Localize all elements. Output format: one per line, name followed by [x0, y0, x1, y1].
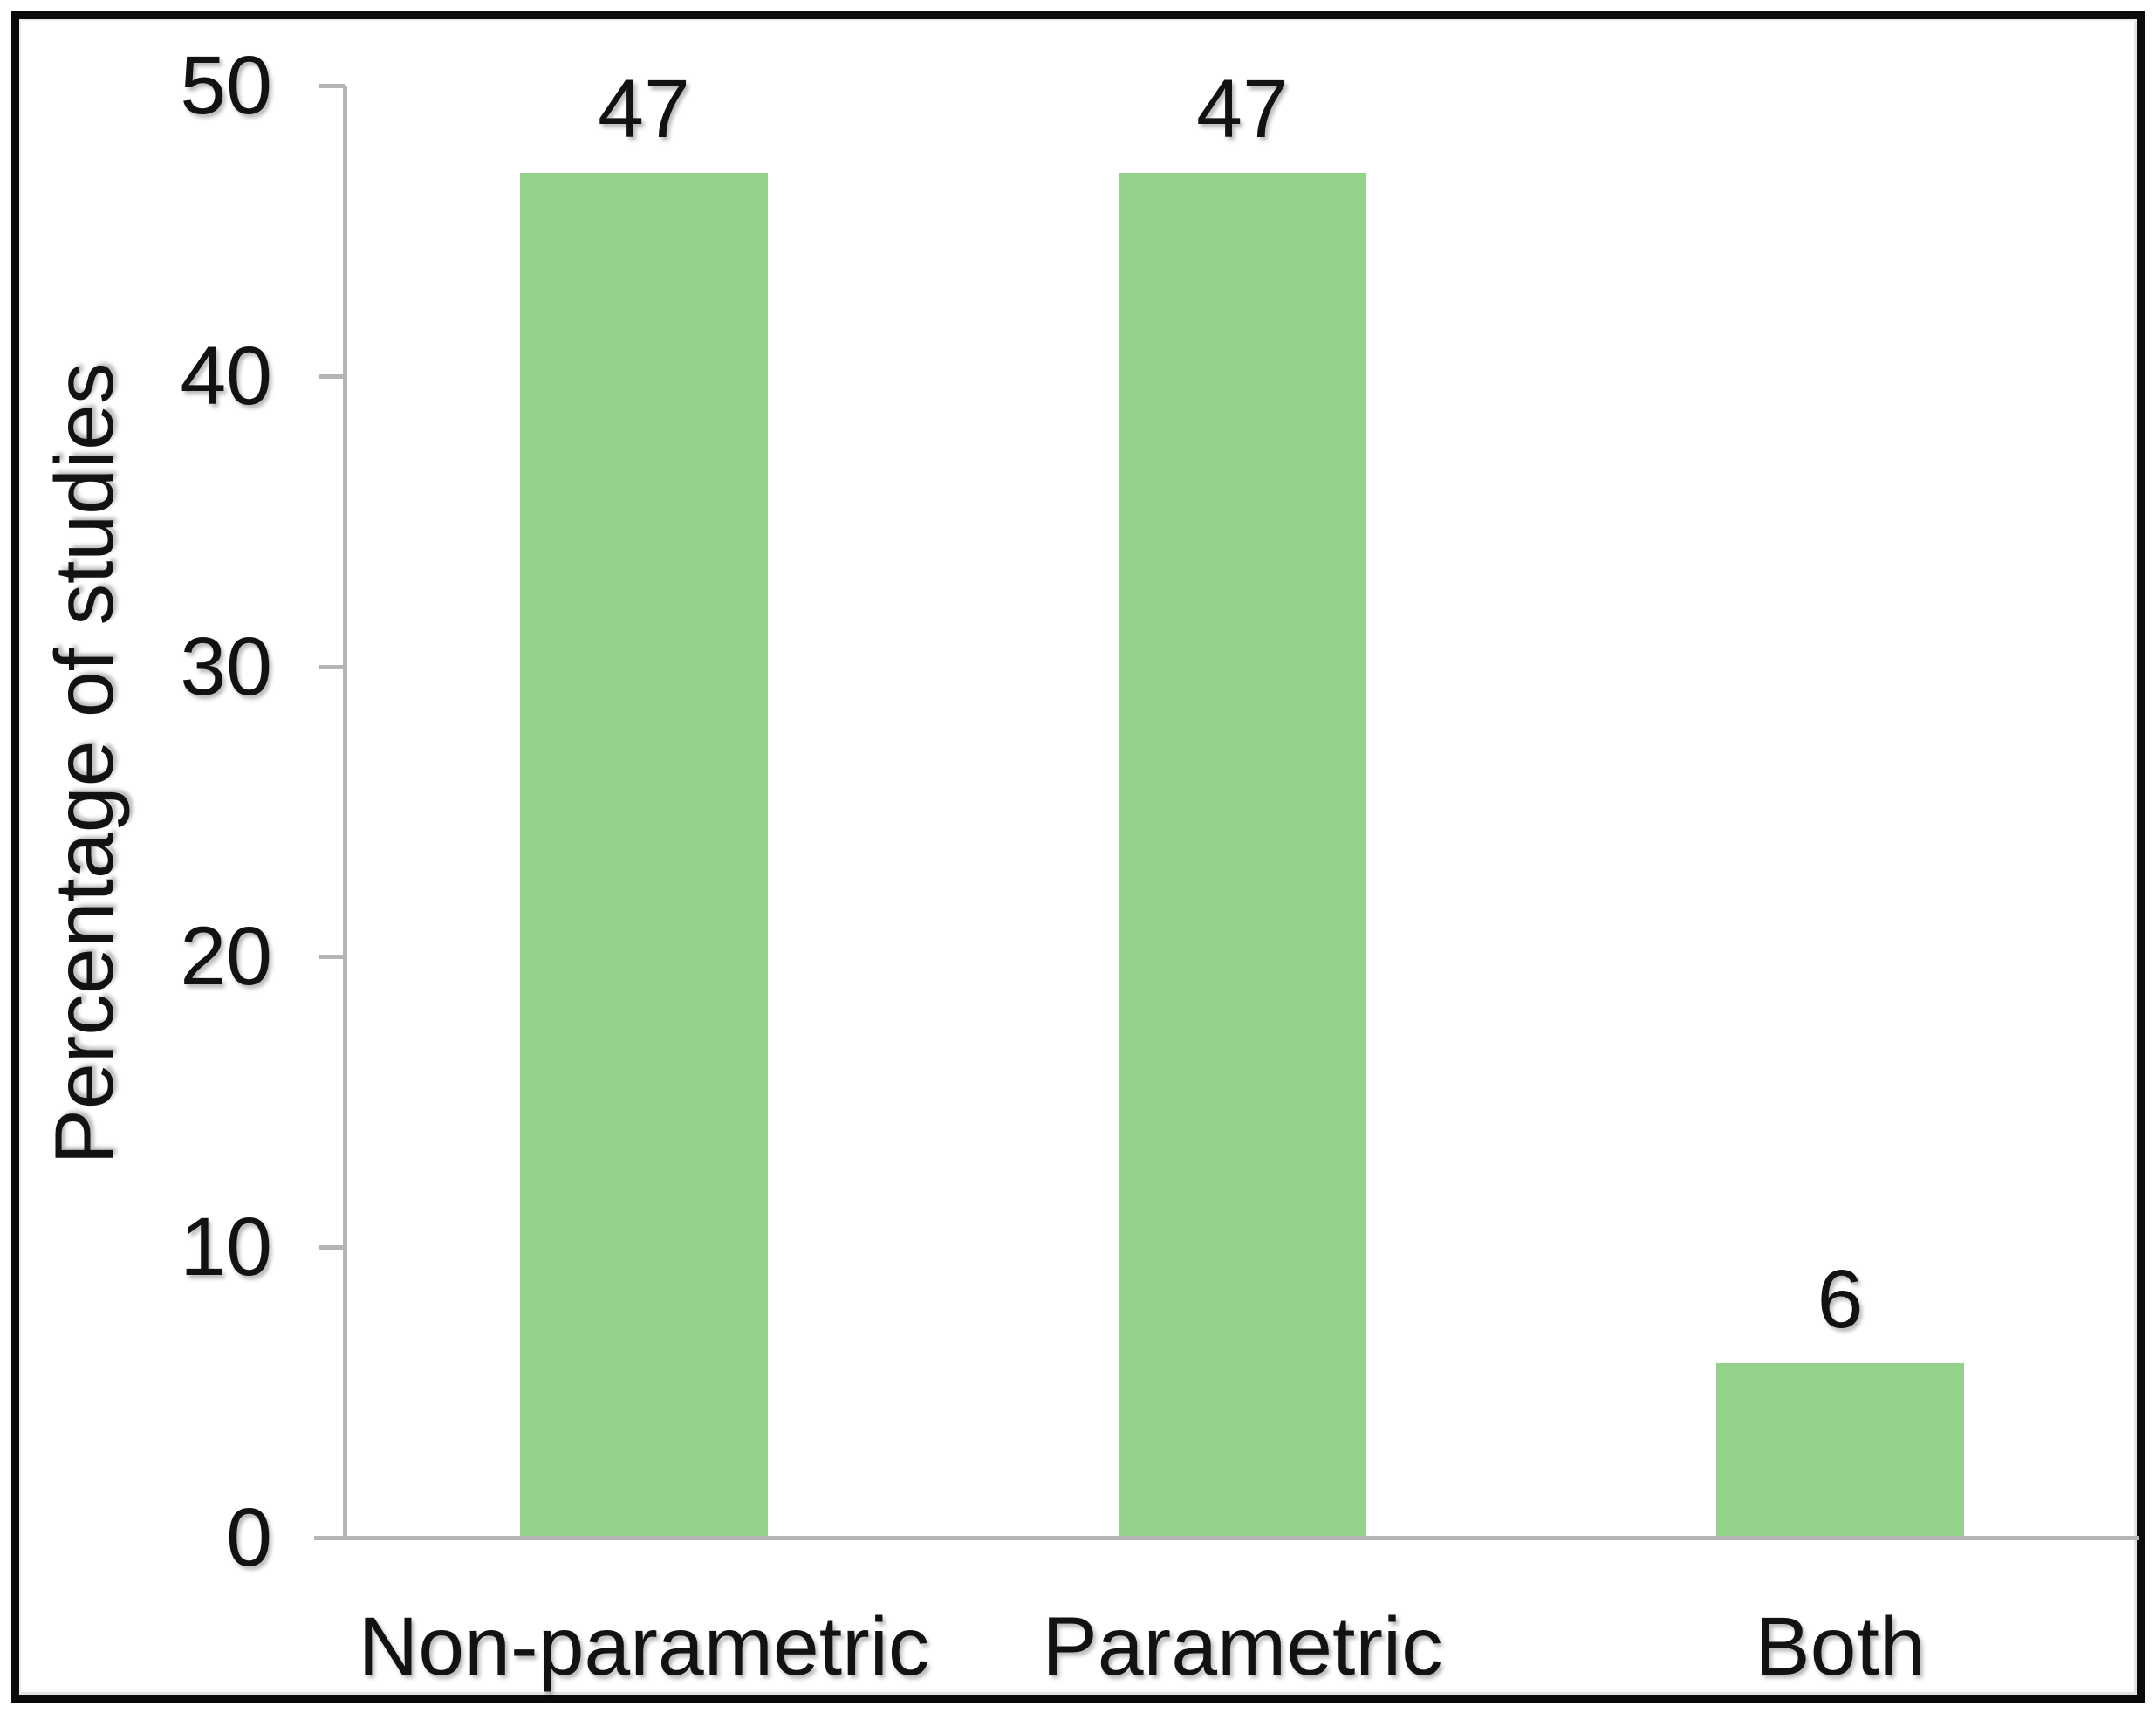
- chart-frame: [11, 11, 2145, 1703]
- bar-non-parametric: [520, 173, 768, 1536]
- bar-both: [1716, 1363, 1964, 1536]
- y-tick-label: 10: [180, 1201, 272, 1293]
- y-tick-mark: [319, 665, 345, 669]
- y-tick-label: 40: [180, 330, 272, 422]
- bar-parametric: [1119, 173, 1366, 1536]
- y-tick-mark: [319, 1536, 345, 1540]
- bar-value-label: 47: [598, 63, 690, 155]
- x-axis-line: [314, 1536, 2139, 1540]
- y-tick-mark: [319, 1245, 345, 1250]
- y-tick-mark: [319, 84, 345, 88]
- y-tick-label: 50: [180, 39, 272, 132]
- bar-value-label: 6: [1817, 1253, 1864, 1346]
- y-axis-title: Percentage of studies: [38, 362, 131, 1165]
- y-tick-mark: [319, 374, 345, 379]
- y-tick-label: 0: [226, 1491, 272, 1584]
- x-category-label: Parametric: [1042, 1600, 1443, 1693]
- y-tick-mark: [319, 955, 345, 959]
- bar-value-label: 47: [1196, 63, 1289, 155]
- y-tick-label: 20: [180, 910, 272, 1003]
- x-category-label: Non-parametric: [358, 1600, 930, 1693]
- x-category-label: Both: [1755, 1600, 1926, 1693]
- y-axis-line: [343, 86, 347, 1540]
- y-tick-label: 30: [180, 620, 272, 713]
